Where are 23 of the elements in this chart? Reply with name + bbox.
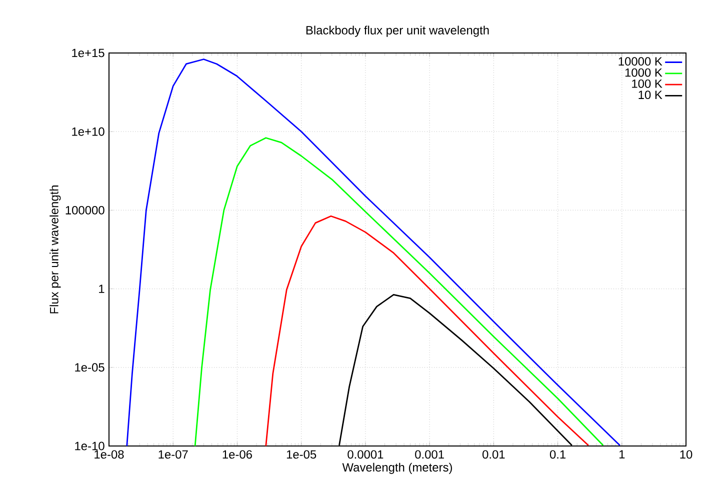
- y-tick-label: 1: [99, 284, 104, 293]
- x-tick-label: 0.0001: [348, 450, 384, 459]
- x-tick-label: 0.01: [482, 450, 505, 459]
- x-tick-label: 1e-06: [222, 450, 252, 459]
- x-tick-label: 0.1: [550, 450, 566, 459]
- y-tick-label: 1e-05: [75, 363, 104, 372]
- x-tick-label: 1e-08: [94, 450, 124, 459]
- y-tick-label: 100000: [66, 206, 104, 214]
- x-tick-label: 1: [619, 450, 625, 458]
- legend-label: 10 K: [638, 90, 662, 100]
- x-tick-label: 1e-05: [286, 450, 316, 459]
- x-axis-title: Wavelength (meters): [342, 462, 452, 474]
- y-tick-label: 1e-10: [75, 442, 104, 450]
- text: 10000 K: [618, 57, 662, 66]
- legend-label: 1000 K: [625, 68, 662, 77]
- legend-label: 100 K: [632, 79, 662, 88]
- y-axis-title: Flux per unit wavelength: [50, 186, 61, 314]
- chart-title: Blackbody flux per unit wavelength: [306, 26, 489, 37]
- y-tick-label: 1e+15: [72, 48, 104, 58]
- x-tick-label: 10: [680, 450, 692, 459]
- x-tick-label: 1e-07: [158, 450, 188, 459]
- y-tick-label: 1e+10: [72, 127, 104, 136]
- x-tick-label: 0.001: [415, 450, 444, 459]
